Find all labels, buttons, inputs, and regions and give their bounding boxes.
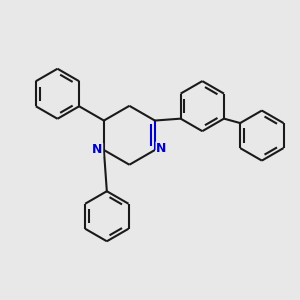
Text: N: N — [156, 142, 167, 155]
Text: N: N — [92, 143, 103, 157]
